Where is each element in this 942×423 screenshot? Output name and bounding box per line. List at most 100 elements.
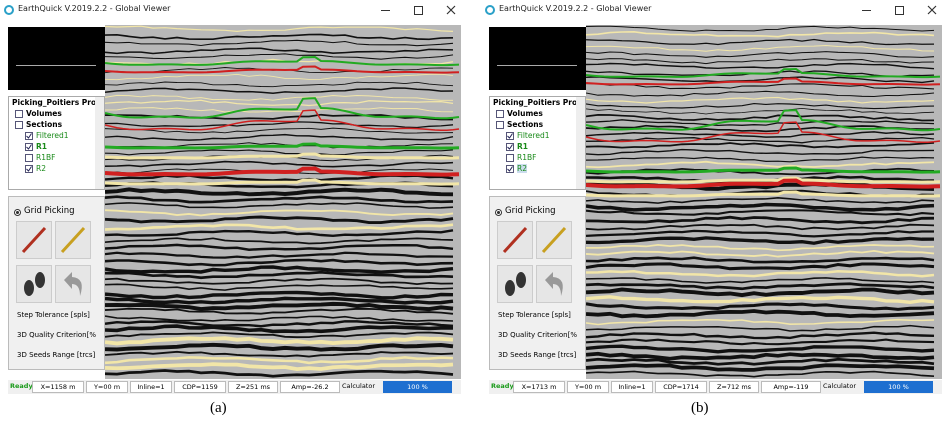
reflector: [586, 62, 935, 70]
tool-panel: Grid Picking Step Tolerance [spls] 3D Qual…: [8, 196, 105, 370]
radio-button[interactable]: [14, 209, 21, 216]
checkbox[interactable]: [496, 121, 504, 129]
checkbox[interactable]: [25, 165, 33, 173]
reflector: [586, 236, 935, 245]
tree-label: R2: [36, 164, 46, 173]
reflector: [586, 83, 935, 90]
horizon: [586, 190, 941, 198]
tool-button[interactable]: [497, 265, 533, 303]
reflector: [105, 39, 454, 47]
checkbox[interactable]: [15, 121, 23, 129]
reflector: [586, 38, 935, 46]
status-field: Y=00 m: [86, 381, 128, 393]
tool-icon: [21, 226, 47, 254]
window-title: EarthQuick V.2019.2.2 - Global Viewer: [18, 4, 171, 13]
reflector: [586, 249, 935, 258]
tool-button[interactable]: [536, 265, 572, 303]
status-field: Z=251 ms: [228, 381, 278, 393]
undo-arrow: [545, 272, 563, 296]
checkbox[interactable]: [25, 154, 33, 162]
tool-button[interactable]: [16, 221, 52, 259]
reflector: [105, 187, 454, 197]
reflector: [586, 318, 935, 326]
reflector: [105, 99, 454, 107]
horizon: [586, 166, 941, 174]
tree-scrollbar: [95, 97, 104, 189]
radio-button[interactable]: [495, 209, 502, 216]
close-button[interactable]: [926, 2, 938, 16]
reflector: [586, 76, 935, 84]
brush-stroke: [502, 226, 528, 254]
status-field: CDP=1159: [174, 381, 226, 393]
checkbox[interactable]: [506, 165, 514, 173]
tree-item: R1BF: [9, 152, 104, 163]
tree-label: R1: [36, 142, 47, 151]
check-icon: [507, 166, 513, 172]
horizon: [105, 166, 460, 177]
reflector: [105, 149, 454, 156]
tree-label: Filtered1: [36, 131, 69, 140]
tree-item: R1: [490, 141, 585, 152]
tool-icon: [545, 272, 563, 296]
reflector: [105, 229, 454, 237]
checkbox[interactable]: [506, 154, 514, 162]
param-label: 3D Seeds Range [trcs]: [17, 351, 96, 359]
reflector: [586, 338, 935, 346]
minimize-button[interactable]: [381, 10, 390, 11]
reflector: [105, 47, 454, 55]
reflector: [105, 258, 454, 267]
reflector: [105, 243, 454, 251]
checkbox[interactable]: [506, 143, 514, 151]
reflector: [105, 209, 454, 217]
tool-icon: [541, 226, 567, 254]
tool-button[interactable]: [55, 265, 91, 303]
tool-button[interactable]: [536, 221, 572, 259]
reflector: [105, 81, 454, 88]
check-icon: [26, 166, 32, 172]
reflector: [586, 58, 935, 65]
calculator-dropdown[interactable]: Calculator: [823, 382, 857, 390]
checkbox[interactable]: [506, 132, 514, 140]
close-button[interactable]: [445, 2, 457, 16]
reflector: [105, 87, 454, 94]
checkbox[interactable]: [15, 110, 23, 118]
reflector: [586, 302, 935, 311]
reflector: [105, 350, 454, 358]
tool-icon: [60, 226, 86, 254]
maximize-button[interactable]: [895, 6, 904, 15]
tool-button[interactable]: [16, 265, 52, 303]
caption: (b): [691, 400, 709, 416]
calculator-dropdown[interactable]: Calculator: [342, 382, 376, 390]
reflector: [586, 295, 935, 304]
status-field: Y=00 m: [567, 381, 609, 393]
horizon: [105, 152, 460, 160]
check-icon: [507, 144, 513, 150]
checkbox[interactable]: [25, 132, 33, 140]
reflector: [586, 148, 935, 156]
reflector: [586, 160, 935, 169]
minimize-button[interactable]: [862, 10, 871, 11]
footprint: [516, 272, 526, 288]
tree-label: Volumes: [507, 109, 543, 118]
reflector: [105, 290, 454, 300]
reflector: [105, 121, 454, 129]
reflector: [105, 195, 454, 204]
tool-button[interactable]: [55, 221, 91, 259]
reflector: [105, 127, 454, 134]
reflector: [105, 237, 454, 245]
app-icon: [4, 5, 14, 15]
maximize-button[interactable]: [414, 6, 423, 15]
status-bar: Ready X=1713 m Y=00 m Inline=1 CDP=1714 Z=712…: [489, 380, 942, 394]
status-field: X=1158 m: [32, 381, 84, 393]
reflector: [105, 25, 454, 32]
reflector: [586, 209, 935, 217]
reflector: [586, 262, 935, 271]
progress-bar: 100 %: [383, 381, 452, 393]
tool-button[interactable]: [497, 221, 533, 259]
checkbox[interactable]: [25, 143, 33, 151]
status-field: CDP=1714: [655, 381, 707, 393]
horizon: [586, 77, 941, 86]
horizon: [586, 176, 941, 184]
reflector: [586, 51, 935, 58]
checkbox[interactable]: [496, 110, 504, 118]
